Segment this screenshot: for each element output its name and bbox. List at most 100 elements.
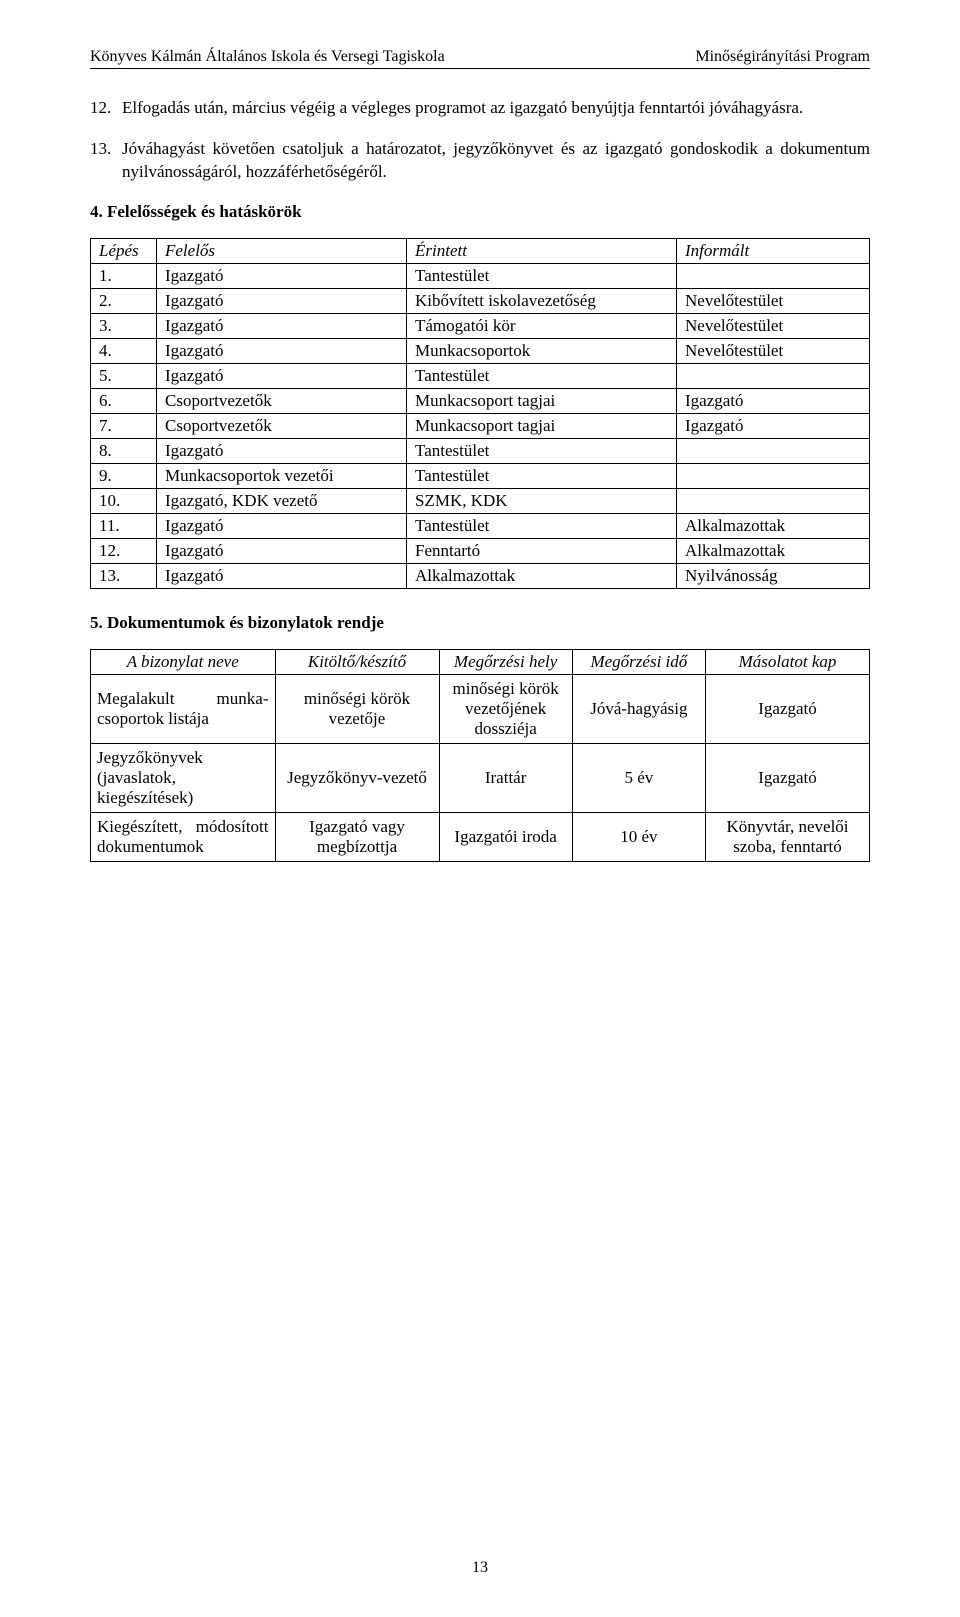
page-number: 13	[0, 1559, 960, 1577]
table-row: 12.IgazgatóFenntartóAlkalmazottak	[91, 538, 870, 563]
table-row: Megalakult munka-csoportok listája minősé…	[91, 674, 870, 743]
table-cell: 1.	[91, 263, 157, 288]
table-cell: Igazgató	[157, 263, 407, 288]
table-header: Felelős	[157, 238, 407, 263]
table-cell: Igazgató	[157, 288, 407, 313]
table-cell: SZMK, KDK	[407, 488, 677, 513]
table-cell: Irattár	[439, 743, 572, 812]
list-text: Jóváhagyást követően csatoljuk a határoz…	[122, 138, 870, 184]
table-cell: Munkacsoportok vezetői	[157, 463, 407, 488]
table-row: 1.IgazgatóTantestület	[91, 263, 870, 288]
table-cell: Jegyzőkönyv-vezető	[275, 743, 439, 812]
table-cell: 8.	[91, 438, 157, 463]
table-cell: minőségi körök vezetőjének dossziéja	[439, 674, 572, 743]
responsibilities-table: Lépés Felelős Érintett Informált 1.Igazg…	[90, 238, 870, 589]
table-cell: 3.	[91, 313, 157, 338]
table-header: Megőrzési idő	[572, 649, 705, 674]
table-cell	[677, 363, 870, 388]
table-cell: Igazgató	[677, 388, 870, 413]
table-cell: 6.	[91, 388, 157, 413]
table-cell: 4.	[91, 338, 157, 363]
table-row: 10.Igazgató, KDK vezetőSZMK, KDK	[91, 488, 870, 513]
table-header: A bizonylat neve	[91, 649, 276, 674]
table-cell: Igazgató	[157, 563, 407, 588]
table-cell: Jegyzőkönyvek (javaslatok, kiegészítések…	[91, 743, 276, 812]
page-header: Könyves Kálmán Általános Iskola és Verse…	[90, 48, 870, 69]
table-header-row: A bizonylat neve Kitöltő/készítő Megőrzé…	[91, 649, 870, 674]
table-cell: Kiegészített, módosított dokumentumok	[91, 812, 276, 861]
table-cell: Igazgatói iroda	[439, 812, 572, 861]
table-row: Jegyzőkönyvek (javaslatok, kiegészítések…	[91, 743, 870, 812]
table-cell: 10 év	[572, 812, 705, 861]
table-header-row: Lépés Felelős Érintett Informált	[91, 238, 870, 263]
table-cell: Munkacsoport tagjai	[407, 388, 677, 413]
header-right: Minőségirányítási Program	[695, 48, 870, 66]
table-cell: Csoportvezetők	[157, 413, 407, 438]
table-cell: Kibővített iskolavezetőség	[407, 288, 677, 313]
table-cell: Tantestület	[407, 438, 677, 463]
table-cell: Alkalmazottak	[677, 513, 870, 538]
table-cell: Fenntartó	[407, 538, 677, 563]
table-cell: Csoportvezetők	[157, 388, 407, 413]
table-cell: Tantestület	[407, 263, 677, 288]
table-row: 13.IgazgatóAlkalmazottakNyilvánosság	[91, 563, 870, 588]
table-header: Érintett	[407, 238, 677, 263]
table-row: 9.Munkacsoportok vezetőiTantestület	[91, 463, 870, 488]
table-cell: Igazgató	[677, 413, 870, 438]
table-row: 2.IgazgatóKibővített iskolavezetőségNeve…	[91, 288, 870, 313]
list-number: 12.	[90, 97, 122, 120]
list-number: 13.	[90, 138, 122, 184]
table-cell: Igazgató	[157, 338, 407, 363]
paragraph-12: 12. Elfogadás után, március végéig a vég…	[90, 97, 870, 120]
table-cell: Tantestület	[407, 513, 677, 538]
table-cell: Igazgató	[157, 538, 407, 563]
table-cell: Nevelőtestület	[677, 313, 870, 338]
documents-table: A bizonylat neve Kitöltő/készítő Megőrzé…	[90, 649, 870, 862]
paragraph-13: 13. Jóváhagyást követően csatoljuk a hat…	[90, 138, 870, 184]
table-row: 11.IgazgatóTantestületAlkalmazottak	[91, 513, 870, 538]
table-row: 6.CsoportvezetőkMunkacsoport tagjaiIgazg…	[91, 388, 870, 413]
table-cell: 5.	[91, 363, 157, 388]
table-row: 5.IgazgatóTantestület	[91, 363, 870, 388]
list-text: Elfogadás után, március végéig a véglege…	[122, 97, 803, 120]
table-cell: Igazgató	[706, 743, 870, 812]
table-cell: Alkalmazottak	[407, 563, 677, 588]
table-row: 3.IgazgatóTámogatói körNevelőtestület	[91, 313, 870, 338]
table-cell: Megalakult munka-csoportok listája	[91, 674, 276, 743]
table-header: Kitöltő/készítő	[275, 649, 439, 674]
table-cell: Igazgató vagy megbízottja	[275, 812, 439, 861]
table-cell: Igazgató	[157, 438, 407, 463]
table-cell: Nevelőtestület	[677, 288, 870, 313]
table-header: Megőrzési hely	[439, 649, 572, 674]
table-row: Kiegészített, módosított dokumentumokIga…	[91, 812, 870, 861]
table-cell: Igazgató	[157, 313, 407, 338]
table-cell	[677, 463, 870, 488]
table-header: Lépés	[91, 238, 157, 263]
table-cell: 10.	[91, 488, 157, 513]
table-cell: 5 év	[572, 743, 705, 812]
table-row: 7.CsoportvezetőkMunkacsoport tagjaiIgazg…	[91, 413, 870, 438]
table-cell: Munkacsoport tagjai	[407, 413, 677, 438]
table-row: 8.IgazgatóTantestület	[91, 438, 870, 463]
table-row: 4.IgazgatóMunkacsoportokNevelőtestület	[91, 338, 870, 363]
table-cell: 2.	[91, 288, 157, 313]
table-cell: 12.	[91, 538, 157, 563]
table-cell: Támogatói kör	[407, 313, 677, 338]
table-cell: Igazgató	[157, 513, 407, 538]
table-cell: Tantestület	[407, 463, 677, 488]
section-5-heading: 5. Dokumentumok és bizonylatok rendje	[90, 613, 870, 633]
table-cell: Tantestület	[407, 363, 677, 388]
table-cell	[677, 438, 870, 463]
table-cell: Könyvtár, nevelői szoba, fenntartó	[706, 812, 870, 861]
table-cell: Munkacsoportok	[407, 338, 677, 363]
table-cell: Igazgató	[157, 363, 407, 388]
header-left: Könyves Kálmán Általános Iskola és Verse…	[90, 48, 445, 66]
table-cell: Igazgató, KDK vezető	[157, 488, 407, 513]
table-cell: Alkalmazottak	[677, 538, 870, 563]
section-4-heading: 4. Felelősségek és hatáskörök	[90, 202, 870, 222]
table-cell: 11.	[91, 513, 157, 538]
table-cell	[677, 488, 870, 513]
page: Könyves Kálmán Általános Iskola és Verse…	[0, 0, 960, 1617]
table-cell: Jóvá-hagyásig	[572, 674, 705, 743]
table-header: Informált	[677, 238, 870, 263]
